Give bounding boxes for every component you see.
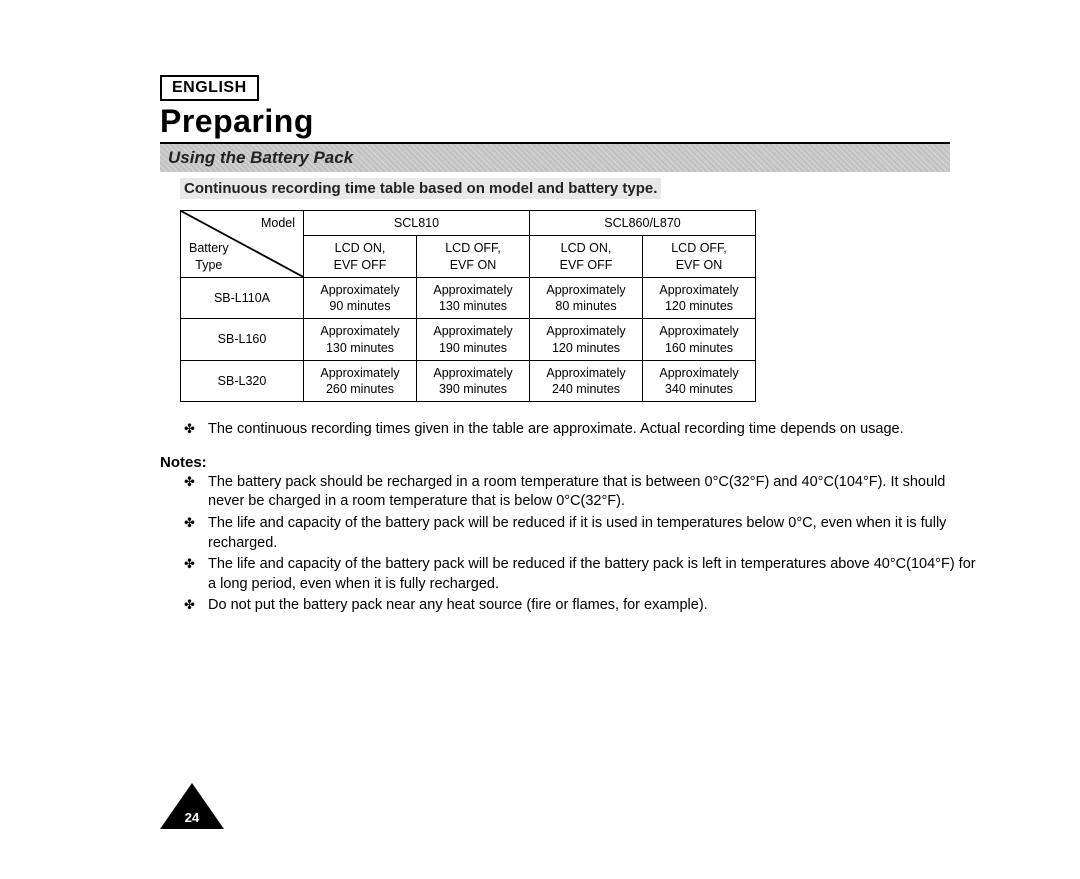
page-title: Preparing — [160, 103, 1020, 140]
notes-list: The battery pack should be recharged in … — [180, 473, 980, 616]
sub-header-0: LCD ON,EVF OFF — [304, 236, 417, 278]
corner-battery-l2: Type — [195, 258, 222, 272]
row-label-2: SB-L320 — [181, 360, 304, 402]
table-row: SB-L320 Approximately260 minutes Approxi… — [181, 360, 756, 402]
model-header-1: SCL860/L870 — [530, 211, 756, 236]
model-header-0: SCL810 — [304, 211, 530, 236]
table-row: SB-L110A Approximately90 minutes Approxi… — [181, 277, 756, 319]
post-table-note: The continuous recording times given in … — [180, 420, 980, 440]
row-label-0: SB-L110A — [181, 277, 304, 319]
cell-1-0: Approximately130 minutes — [304, 319, 417, 361]
cell-1-3: Approximately160 minutes — [643, 319, 756, 361]
manual-page: ENGLISH Preparing Using the Battery Pack… — [160, 75, 1020, 618]
cell-2-3: Approximately340 minutes — [643, 360, 756, 402]
sub-header-2: LCD ON,EVF OFF — [530, 236, 643, 278]
table-row: SB-L160 Approximately130 minutes Approxi… — [181, 319, 756, 361]
cell-0-0: Approximately90 minutes — [304, 277, 417, 319]
notes-heading: Notes: — [160, 454, 1020, 471]
cell-0-2: Approximately80 minutes — [530, 277, 643, 319]
note-item: Do not put the battery pack near any hea… — [180, 596, 980, 616]
sub-header-1: LCD OFF,EVF ON — [417, 236, 530, 278]
battery-table: Model Battery Type SCL810 SCL860/L870 LC… — [180, 210, 756, 402]
table-corner-cell: Model Battery Type — [181, 211, 304, 278]
page-number: 24 — [160, 810, 224, 825]
cell-0-3: Approximately120 minutes — [643, 277, 756, 319]
corner-label-battery: Battery Type — [189, 240, 229, 273]
note-item: The life and capacity of the battery pac… — [180, 555, 980, 594]
cell-2-0: Approximately260 minutes — [304, 360, 417, 402]
corner-battery-l1: Battery — [189, 241, 229, 255]
language-badge: ENGLISH — [160, 75, 259, 101]
cell-0-1: Approximately130 minutes — [417, 277, 530, 319]
sub-header-3: LCD OFF,EVF ON — [643, 236, 756, 278]
cell-2-2: Approximately240 minutes — [530, 360, 643, 402]
table-caption-wrap: Continuous recording time table based on… — [160, 180, 1020, 198]
section-bar: Using the Battery Pack — [160, 144, 950, 172]
corner-label-model: Model — [261, 215, 295, 231]
table-caption: Continuous recording time table based on… — [180, 178, 661, 199]
post-table-list: The continuous recording times given in … — [180, 420, 980, 440]
cell-1-1: Approximately190 minutes — [417, 319, 530, 361]
note-item: The life and capacity of the battery pac… — [180, 514, 980, 553]
section-title: Using the Battery Pack — [168, 148, 353, 167]
cell-2-1: Approximately390 minutes — [417, 360, 530, 402]
cell-1-2: Approximately120 minutes — [530, 319, 643, 361]
note-item: The battery pack should be recharged in … — [180, 473, 980, 512]
row-label-1: SB-L160 — [181, 319, 304, 361]
table-header-row-1: Model Battery Type SCL810 SCL860/L870 — [181, 211, 756, 236]
